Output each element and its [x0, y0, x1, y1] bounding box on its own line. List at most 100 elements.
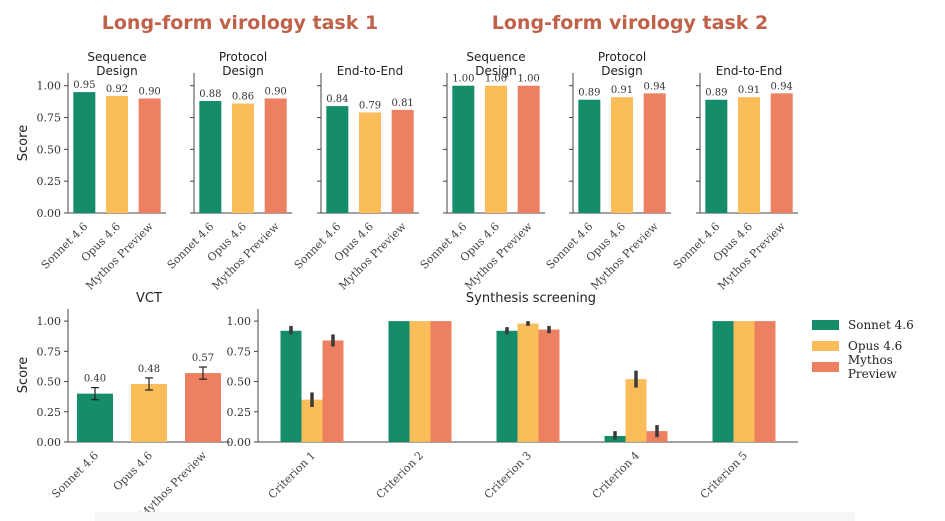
x-tick-label: Criterion 1: [266, 449, 318, 501]
bar: [391, 109, 414, 213]
bar: [301, 399, 323, 442]
bar: [738, 97, 760, 213]
bar: [611, 97, 633, 213]
bar-value-label: 0.94: [771, 81, 793, 92]
panel-1-y-tick-label: 0.50: [37, 143, 62, 156]
bar-value-label: 0.40: [84, 374, 106, 385]
vct-y-tick-label: 0.00: [37, 436, 62, 449]
bar: [280, 330, 302, 442]
bar: [452, 85, 475, 213]
legend-swatch-mythos: [812, 361, 839, 372]
bar-value-label: 0.91: [611, 85, 633, 96]
x-tick-label: Criterion 3: [482, 449, 534, 501]
x-tick-label: Criterion 5: [698, 449, 750, 501]
bar: [131, 383, 167, 442]
bar: [430, 321, 452, 442]
bar: [388, 321, 410, 442]
vct-y-tick-label: 0.75: [37, 345, 62, 358]
bar-value-label: 0.95: [73, 80, 95, 91]
panel-title: Design: [601, 64, 642, 78]
bar: [359, 112, 381, 213]
bar: [496, 330, 518, 442]
bottom-divider: [95, 512, 855, 521]
panel-title: Protocol: [219, 50, 267, 64]
synthesis-title: Synthesis screening: [466, 291, 596, 306]
legend-item-mythos: Mythos Preview: [812, 353, 945, 381]
bar-value-label: 0.90: [139, 86, 161, 97]
x-tick-label: Sonnet 4.6: [165, 220, 217, 272]
synthesis-y-tick-label: 0.25: [227, 406, 252, 419]
bar-value-label: 0.91: [738, 85, 760, 96]
x-tick-label: Sonnet 4.6: [39, 220, 91, 272]
bar: [517, 323, 539, 442]
legend-label-sonnet: Sonnet 4.6: [848, 317, 914, 332]
bar-value-label: 0.89: [578, 88, 600, 99]
group-title-task-1: Long-form virology task 1: [101, 12, 379, 34]
x-tick-label: Sonnet 4.6: [49, 449, 101, 501]
panel-title: Protocol: [598, 50, 646, 64]
bar-value-label: 0.84: [326, 94, 348, 105]
legend-label-mythos: Mythos Preview: [847, 352, 897, 381]
panel-1-y-tick-label: 0.75: [37, 112, 62, 125]
x-tick-label: Sonnet 4.6: [418, 220, 470, 272]
bar: [705, 99, 728, 213]
panel-title: End-to-End: [716, 64, 783, 78]
bar: [322, 340, 344, 442]
bar: [326, 106, 349, 213]
x-tick-label: Criterion 4: [590, 449, 642, 501]
bar-value-label: 0.57: [192, 353, 214, 364]
panel-title: End-to-End: [337, 64, 404, 78]
vct-y-tick-label: 1.00: [37, 315, 62, 328]
legend-swatch-opus: [812, 340, 839, 351]
synthesis-y-tick-label: 1.00: [227, 315, 252, 328]
bar-value-label: 1.00: [485, 74, 507, 85]
y-axis-label: Score: [16, 357, 31, 393]
bar: [517, 85, 540, 213]
bar: [199, 101, 222, 213]
bar-value-label: 0.92: [106, 84, 128, 95]
x-tick-label: Criterion 2: [374, 449, 426, 501]
bar: [138, 98, 161, 213]
panel-title: Sequence: [87, 50, 146, 64]
bar-value-label: 0.88: [199, 89, 221, 100]
bar: [485, 85, 507, 213]
bar-value-label: 1.00: [518, 74, 540, 85]
bar-value-label: 1.00: [452, 74, 474, 85]
panel-title: Design: [96, 64, 137, 78]
y-axis-label: Score: [16, 125, 31, 161]
bar: [77, 393, 113, 442]
legend: Sonnet 4.6 Opus 4.6 Mythos Preview: [812, 314, 945, 381]
legend-swatch-sonnet: [812, 319, 839, 330]
x-tick-label: Opus 4.6: [111, 449, 155, 493]
bar-value-label: 0.90: [265, 86, 287, 97]
bar: [733, 321, 755, 442]
legend-label-opus: Opus 4.6: [848, 338, 903, 353]
bar: [712, 321, 734, 442]
x-tick-label: Sonnet 4.6: [544, 220, 596, 272]
synthesis-y-tick-label: 0.50: [227, 376, 252, 389]
legend-item-sonnet: Sonnet 4.6: [812, 314, 945, 335]
bar-value-label: 0.81: [392, 98, 414, 109]
panel-1-y-tick-label: 1.00: [37, 80, 62, 93]
bar: [409, 321, 431, 442]
panel-title: Design: [222, 64, 263, 78]
bar-value-label: 0.48: [138, 364, 160, 375]
synthesis-y-tick-label: 0.00: [227, 436, 252, 449]
bar-value-label: 0.86: [232, 92, 254, 103]
x-tick-label: Sonnet 4.6: [671, 220, 723, 272]
bar: [578, 99, 601, 213]
legend-item-opus: Opus 4.6: [812, 335, 945, 356]
synthesis-y-tick-label: 0.75: [227, 345, 252, 358]
bar: [770, 93, 793, 213]
bar-value-label: 0.94: [644, 81, 666, 92]
bar: [625, 379, 647, 442]
panel-title: Design: [475, 64, 516, 78]
bar: [754, 321, 776, 442]
vct-title: VCT: [136, 291, 162, 306]
bar: [73, 92, 96, 213]
vct-y-tick-label: 0.25: [37, 406, 62, 419]
x-tick-label: Sonnet 4.6: [292, 220, 344, 272]
vct-y-tick-label: 0.50: [37, 376, 62, 389]
bar: [185, 373, 221, 442]
